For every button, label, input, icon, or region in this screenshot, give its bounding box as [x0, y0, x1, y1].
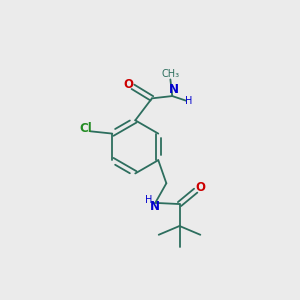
Text: H: H: [145, 195, 152, 205]
Text: O: O: [124, 78, 134, 91]
Text: N: N: [150, 200, 160, 213]
Text: O: O: [195, 182, 205, 194]
Text: CH₃: CH₃: [161, 69, 179, 79]
Text: Cl: Cl: [80, 122, 92, 136]
Text: N: N: [168, 83, 178, 96]
Text: H: H: [185, 96, 193, 106]
